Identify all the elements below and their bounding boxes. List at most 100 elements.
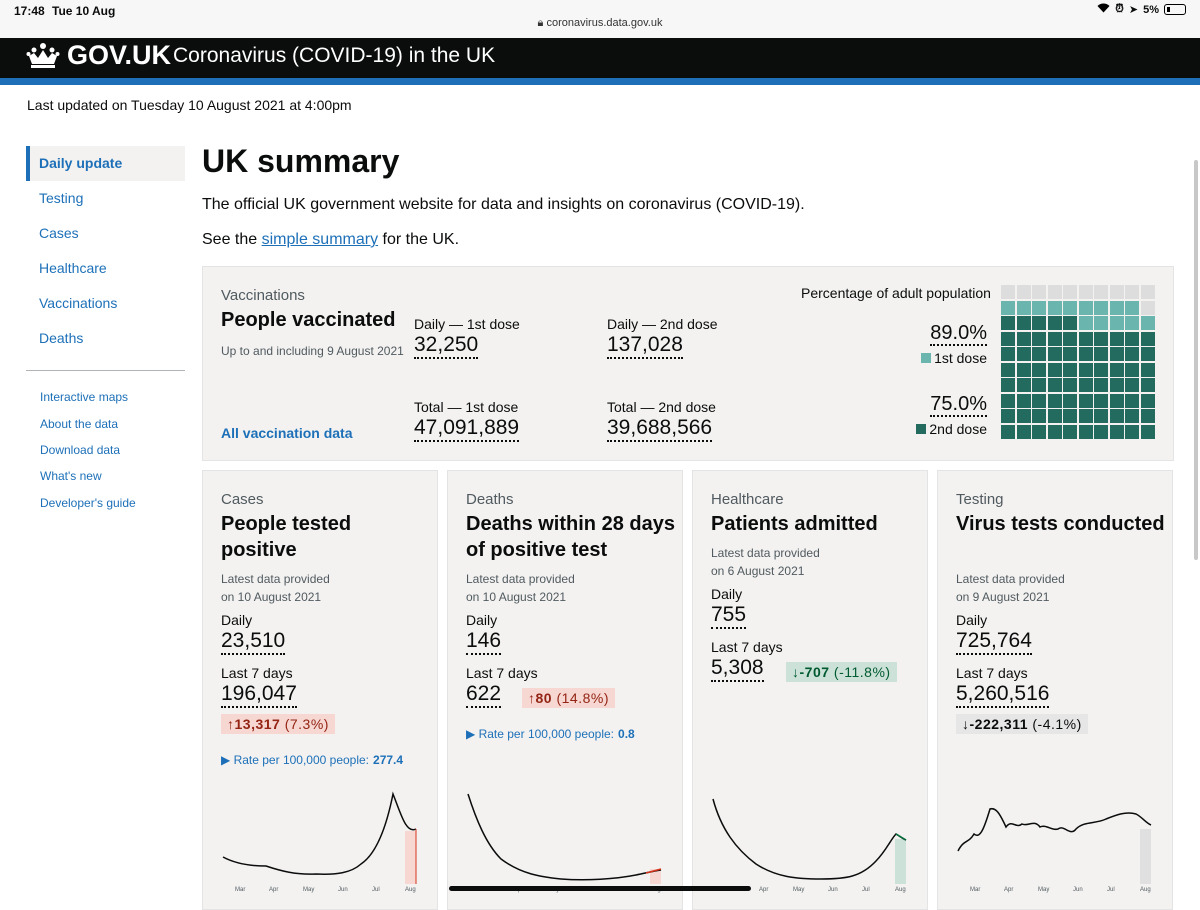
waffle-cell: [1140, 316, 1155, 330]
healthcare-sparkline: Mar Apr May Jun Jul Aug: [712, 798, 907, 893]
waffle-cell: [1078, 331, 1093, 346]
battery-percent: 5%: [1143, 3, 1159, 16]
legend-second-dose: 2nd dose: [916, 421, 987, 437]
waffle-cell: [1109, 347, 1124, 361]
sidebar-item-vaccinations[interactable]: Vaccinations: [39, 295, 118, 311]
metric-label: Daily: [466, 612, 498, 628]
metric-label: Last 7 days: [466, 665, 538, 681]
rate-value: 277.4: [373, 753, 404, 767]
provided-line-2: on 9 August 2021: [956, 590, 1050, 604]
month-tick: May: [793, 887, 804, 893]
page-title: UK summary: [202, 143, 400, 179]
daily-metric: Daily 725,764: [956, 612, 1032, 655]
change-badge[interactable]: ↑80 (14.8%): [522, 688, 615, 708]
card-caption: Vaccinations: [221, 287, 305, 304]
waffle-cell: [1001, 409, 1015, 423]
waffle-cell: [1094, 409, 1108, 423]
service-name[interactable]: Coronavirus (COVID-19) in the UK: [173, 44, 496, 67]
change-badge[interactable]: ↓-707 (-11.8%): [786, 662, 897, 682]
second-dose-pct-value[interactable]: 75.0%: [930, 393, 987, 417]
change-badge[interactable]: ↓-222,311 (-4.1%): [956, 714, 1088, 734]
testing-card: Testing Virus tests conducted Latest dat…: [937, 470, 1173, 910]
daily-first-dose: Daily — 1st dose 32,250: [414, 316, 520, 359]
waffle-cell: [1094, 362, 1108, 377]
rate-label: Rate per 100,000 people:: [478, 727, 615, 741]
provided-date: Latest data provided on 6 August 2021: [711, 544, 820, 580]
change-badge[interactable]: ↑13,317 (7.3%): [221, 714, 335, 734]
metric-value[interactable]: 47,091,889: [414, 415, 520, 442]
simple-summary-sentence: See the simple summary for the UK.: [202, 231, 459, 249]
waffle-cell: [1047, 347, 1062, 361]
all-vaccination-data-link[interactable]: All vaccination data: [221, 425, 353, 441]
home-indicator[interactable]: [449, 886, 751, 891]
rate-disclosure[interactable]: ▶︎ Rate per 100,000 people: 0.8: [466, 727, 635, 741]
healthcare-card: Healthcare Patients admitted Latest data…: [692, 470, 928, 910]
see-prefix: See the: [202, 231, 258, 248]
sidebar-item-cases[interactable]: Cases: [39, 225, 79, 241]
sidebar-link-about-data[interactable]: About the data: [40, 417, 119, 431]
waffle-cell: [1016, 331, 1031, 346]
waffle-cell: [1001, 378, 1015, 392]
sidebar-link-whats-new[interactable]: What's new: [40, 469, 102, 483]
waffle-cell: [1047, 378, 1062, 392]
address-bar[interactable]: 🔒︎ coronavirus.data.gov.uk: [0, 17, 1200, 30]
sidebar-link-developers-guide[interactable]: Developer's guide: [40, 496, 136, 510]
waffle-cell: [1094, 316, 1108, 330]
sidebar-item-daily-update[interactable]: Daily update: [26, 146, 185, 181]
metric-value[interactable]: 23,510: [221, 628, 286, 655]
recent-period-highlight: [405, 831, 416, 884]
metric-value[interactable]: 137,028: [607, 332, 683, 359]
waffle-cell: [1001, 300, 1015, 315]
waffle-cell: [1001, 424, 1015, 439]
metric-value[interactable]: 146: [466, 628, 502, 655]
daily-metric: Daily 146: [466, 612, 502, 655]
waffle-cell: [1125, 378, 1139, 392]
daily-metric: Daily 23,510: [221, 612, 286, 655]
sidebar-link-download-data[interactable]: Download data: [40, 443, 121, 457]
waffle-cell: [1109, 331, 1124, 346]
metric-value[interactable]: 725,764: [956, 628, 1032, 655]
metric-value[interactable]: 32,250: [414, 332, 479, 359]
first-dose-pct-value[interactable]: 89.0%: [930, 322, 987, 346]
waffle-cell: [1109, 424, 1124, 439]
rate-disclosure[interactable]: ▶︎ Rate per 100,000 people: 277.4: [221, 753, 403, 767]
sidebar-item-testing[interactable]: Testing: [39, 190, 84, 206]
metric-value[interactable]: 39,688,566: [607, 415, 713, 442]
provided-line-2: on 6 August 2021: [711, 564, 805, 578]
provided-line-1: Latest data provided: [956, 572, 1065, 586]
provided-line-1: Latest data provided: [711, 546, 820, 560]
waffle-cell: [1078, 362, 1093, 377]
sidebar-item-healthcare[interactable]: Healthcare: [39, 260, 107, 276]
legend-first-dose: 1st dose: [921, 350, 987, 366]
metric-value[interactable]: 755: [711, 602, 747, 629]
page-scrollbar[interactable]: [1194, 160, 1198, 560]
simple-summary-link[interactable]: simple summary: [261, 231, 379, 248]
metric-label: Daily — 2nd dose: [607, 316, 718, 332]
sidebar-item-deaths[interactable]: Deaths: [39, 330, 84, 346]
waffle-cell: [1094, 378, 1108, 392]
metric-value[interactable]: 5,260,516: [956, 681, 1050, 708]
metric-value[interactable]: 5,308: [711, 655, 764, 682]
sidebar-link-interactive-maps[interactable]: Interactive maps: [40, 390, 129, 404]
card-caption: Cases: [221, 491, 264, 508]
waffle-cell: [1032, 316, 1046, 330]
waffle-cell: [1125, 300, 1139, 315]
provided-date: Latest data provided on 10 August 2021: [466, 570, 575, 606]
card-heading: Deaths within 28 days of positive test: [466, 513, 675, 561]
last-updated: Last updated on Tuesday 10 August 2021 a…: [27, 97, 352, 113]
recent-period-highlight: [895, 839, 906, 884]
metric-value[interactable]: 622: [466, 681, 502, 708]
arrow-up-icon: ↑: [528, 690, 536, 706]
trend-line: [467, 793, 662, 881]
metric-value[interactable]: 196,047: [221, 681, 297, 708]
waffle-cell: [1063, 424, 1077, 439]
waffle-cell: [1109, 300, 1124, 315]
provided-line-2: on 10 August 2021: [221, 590, 322, 604]
metric-label: Daily: [956, 612, 988, 628]
change-percent: (14.8%): [556, 690, 609, 706]
waffle-cell: [1001, 316, 1015, 330]
provided-line-1: Latest data provided: [466, 572, 575, 586]
govuk-logo[interactable]: GOV.UK: [67, 40, 172, 70]
waffle-cell: [1032, 393, 1046, 408]
change-value: -707: [799, 664, 830, 680]
